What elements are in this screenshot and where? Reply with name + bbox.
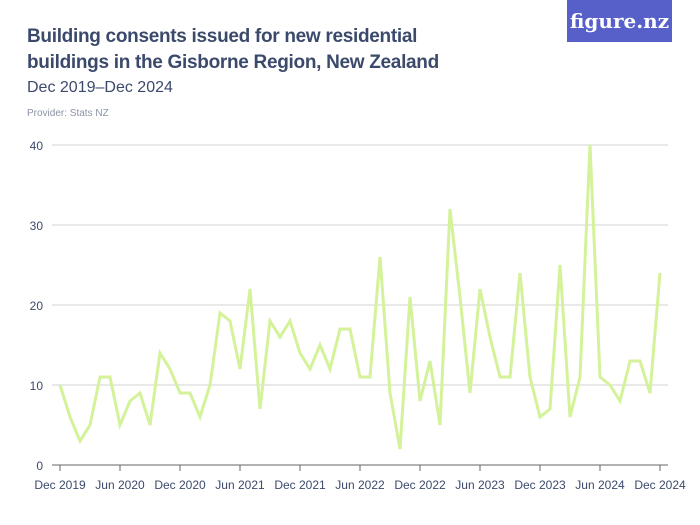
- data-point: [659, 272, 662, 275]
- data-point: [369, 376, 372, 379]
- data-point: [259, 408, 262, 411]
- x-tick-label: Dec 2019: [34, 478, 86, 492]
- data-point: [439, 424, 442, 427]
- data-point: [209, 384, 212, 387]
- data-point: [329, 368, 332, 371]
- data-point: [569, 416, 572, 419]
- data-point: [609, 384, 612, 387]
- data-point: [519, 272, 522, 275]
- data-point: [359, 376, 362, 379]
- data-point: [409, 296, 412, 299]
- data-point: [159, 352, 162, 355]
- x-tick-label: Jun 2024: [575, 478, 625, 492]
- data-point: [319, 344, 322, 347]
- data-point: [469, 392, 472, 395]
- data-point: [349, 328, 352, 331]
- data-point: [239, 368, 242, 371]
- data-point: [299, 352, 302, 355]
- data-point: [189, 392, 192, 395]
- data-point: [229, 320, 232, 323]
- x-tick-label: Jun 2022: [335, 478, 385, 492]
- data-line: [58, 144, 662, 450]
- y-tick-label: 40: [30, 139, 44, 153]
- data-point: [599, 376, 602, 379]
- data-point: [119, 424, 122, 427]
- y-tick-label: 0: [36, 459, 43, 473]
- data-point: [649, 392, 652, 395]
- data-point: [109, 376, 112, 379]
- x-tick-label: Dec 2023: [514, 478, 566, 492]
- data-point: [559, 264, 562, 267]
- data-point: [509, 376, 512, 379]
- data-point: [89, 424, 92, 427]
- data-point: [99, 376, 102, 379]
- data-point: [529, 376, 532, 379]
- x-tick-label: Dec 2022: [394, 478, 446, 492]
- figure-nz-logo[interactable]: figure.nz: [567, 0, 672, 42]
- x-tick-label: Jun 2020: [95, 478, 145, 492]
- data-point: [169, 368, 172, 371]
- data-point: [59, 384, 62, 387]
- x-tick-label: Dec 2020: [154, 478, 206, 492]
- data-point: [489, 336, 492, 339]
- data-point: [499, 376, 502, 379]
- data-point: [549, 408, 552, 411]
- provider: Provider: Stats NZ: [27, 108, 109, 119]
- data-point: [579, 376, 582, 379]
- data-point: [219, 312, 222, 315]
- data-point: [379, 256, 382, 259]
- y-tick-label: 20: [30, 299, 44, 313]
- data-point: [449, 208, 452, 211]
- data-point: [399, 448, 402, 451]
- data-point: [479, 288, 482, 291]
- data-point: [619, 400, 622, 403]
- chart-title: Building consents issued for new residen…: [27, 26, 439, 73]
- x-tick-label: Jun 2021: [215, 478, 265, 492]
- data-point: [149, 424, 152, 427]
- data-point: [269, 320, 272, 323]
- data-point: [249, 288, 252, 291]
- data-point: [539, 416, 542, 419]
- y-tick-label: 30: [30, 219, 44, 233]
- data-point: [129, 400, 132, 403]
- data-point: [639, 360, 642, 363]
- data-point: [419, 400, 422, 403]
- data-point: [69, 416, 72, 419]
- data-point: [389, 392, 392, 395]
- chart-subtitle: Dec 2019–Dec 2024: [27, 79, 173, 96]
- data-point: [139, 392, 142, 395]
- y-tick-label: 10: [30, 379, 44, 393]
- data-point: [179, 392, 182, 395]
- data-point: [629, 360, 632, 363]
- x-tick-label: Dec 2021: [274, 478, 326, 492]
- data-point: [79, 440, 82, 443]
- data-point: [459, 296, 462, 299]
- x-tick-label: Jun 2023: [455, 478, 505, 492]
- data-point: [199, 416, 202, 419]
- data-point: [589, 144, 592, 147]
- x-tick-label: Dec 2024: [634, 478, 686, 492]
- data-point: [429, 360, 432, 363]
- data-point: [309, 368, 312, 371]
- data-point: [339, 328, 342, 331]
- data-point: [289, 320, 292, 323]
- data-point: [279, 336, 282, 339]
